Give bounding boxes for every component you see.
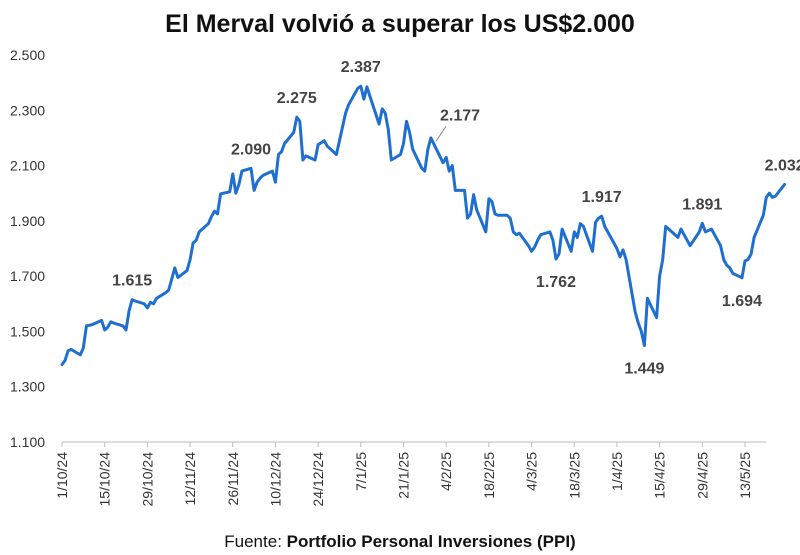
x-tick-label: 24/12/24 [310,452,326,507]
data-label: 1.449 [624,361,664,378]
y-tick-label: 2.100 [10,158,45,174]
y-tick-label: 1.900 [10,213,45,229]
source-prefix: Fuente: [224,532,287,551]
x-tick-label: 12/11/24 [182,452,198,506]
y-tick-label: 1.100 [10,434,45,450]
data-label: 2.275 [277,90,317,107]
x-tick-label: 13/5/25 [737,452,753,499]
data-label: 1.891 [682,196,722,213]
y-tick-label: 1.700 [10,268,45,284]
data-label: 1.694 [722,293,762,310]
series-layer [60,84,787,367]
x-tick-label: 15/4/25 [652,452,668,499]
x-tick-label: 29/4/25 [694,452,710,499]
x-tick-label: 1/10/24 [54,452,70,499]
data-label: 1.762 [536,274,576,291]
y-tick-label: 2.300 [10,102,45,118]
x-axis: 1/10/24 15/10/24 29/10/24 12/11/24 26/11/24 1… [54,441,766,507]
x-tick-label: 15/10/24 [97,452,113,507]
x-tick-label: 7/1/25 [353,452,369,491]
data-label-leader [435,126,447,142]
x-tick-label: 29/10/24 [139,452,155,507]
x-tick-label: 10/12/24 [267,452,283,507]
x-tick-label: 21/1/25 [396,452,412,499]
source-name: Portfolio Personal Inversiones (PPI) [286,532,576,551]
data-label: 2.090 [231,141,271,158]
y-tick-label: 1.300 [10,379,45,395]
data-label: 2.032 [765,157,800,174]
x-tick-label: 1/4/25 [609,452,625,491]
chart-title: El Merval volvió a superar los US$2.000 [165,10,635,38]
series-line [60,84,787,367]
y-axis: 1.100 1.300 1.500 1.700 1.900 2.100 2.300 2.500 [10,47,45,450]
data-label: 1.615 [112,273,152,290]
y-tick-label: 1.500 [10,323,45,339]
data-label: 2.387 [341,59,381,76]
data-label: 2.177 [440,107,480,124]
x-tick-label: 18/2/25 [481,452,497,499]
line-chart: 1.100 1.300 1.500 1.700 1.900 2.100 2.300 2.500… [10,47,800,507]
x-tick-label: 18/3/25 [566,452,582,499]
x-tick-label: 4/3/25 [524,452,540,491]
data-label: 1.917 [582,189,622,206]
x-tick-label: 26/11/24 [225,452,241,506]
source-note: Fuente: Portfolio Personal Inversiones (… [0,532,800,552]
x-tick-label: 4/2/25 [438,452,454,491]
y-tick-label: 2.500 [10,47,45,63]
data-labels: 1.615 2.090 2.275 2.387 2.177 1.762 1.917 1.449… [112,59,800,377]
